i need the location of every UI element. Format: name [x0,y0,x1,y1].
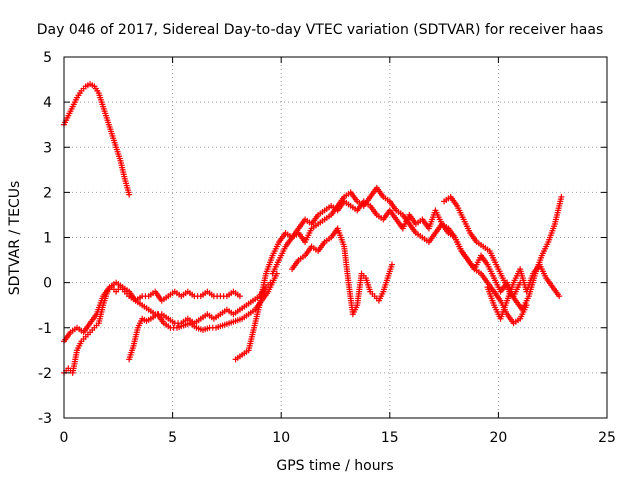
data-point [556,293,563,300]
x-tick-label: 5 [168,430,177,446]
y-axis-label: SDTVAR / TECUs [7,181,23,296]
y-tick-label: 5 [43,50,52,66]
y-tick-label: -1 [38,321,52,337]
chart-title: Day 046 of 2017, Sidereal Day-to-day VTE… [37,22,604,38]
plot-frame [63,56,608,419]
y-tick-label: 1 [43,231,52,247]
grid-lines [64,57,607,418]
y-tick-label: 4 [43,95,52,111]
y-tick-label: -2 [38,366,52,382]
x-tick-label: 15 [381,430,399,446]
data-point [236,293,243,300]
x-tick-label: 20 [489,430,507,446]
x-axis-label: GPS time / hours [276,458,393,474]
y-tick-label: -3 [38,411,52,427]
axis-ticks: 0 5 10 15 20 25 -3 -2 -1 0 1 2 3 4 5 [38,50,616,446]
data-points [61,81,565,376]
x-tick-label: 10 [272,430,290,446]
x-tick-label: 25 [598,430,616,446]
data-point [126,191,133,198]
x-tick-label: 0 [60,430,69,446]
y-tick-label: 3 [43,140,52,156]
data-point [558,193,565,200]
y-tick-label: 0 [43,276,52,292]
y-tick-label: 2 [43,185,52,201]
data-point [388,261,395,268]
